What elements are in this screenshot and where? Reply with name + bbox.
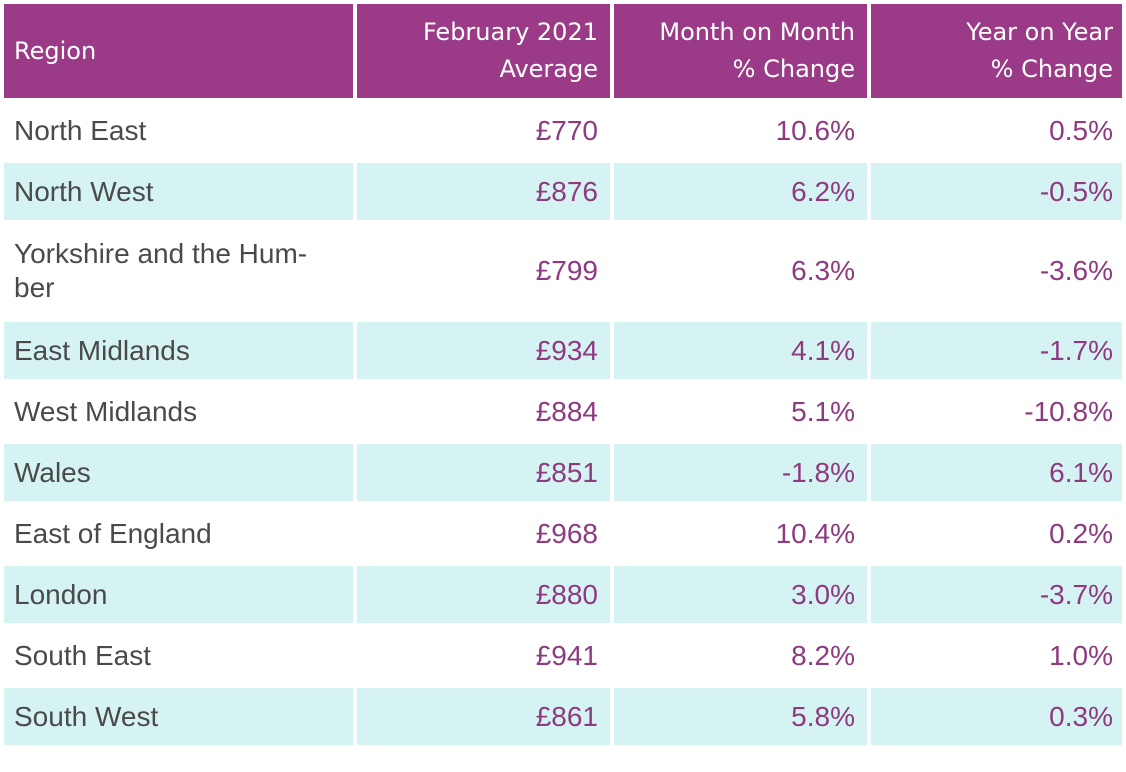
header-yoy-line1: Year on Year (966, 18, 1113, 46)
header-average: February 2021 Average (357, 4, 610, 98)
mom-cell: -1.8% (614, 444, 867, 501)
table-row: East Midlands £934 4.1% -1.7% (4, 322, 1122, 379)
mom-cell: 5.8% (614, 688, 867, 745)
header-mom: Month on Month % Change (614, 4, 867, 98)
average-cell: £876 (357, 163, 610, 220)
table-header: Region February 2021 Average Month on Mo… (4, 4, 1122, 98)
mom-cell: 6.3% (791, 255, 855, 286)
yoy-cell: -1.7% (871, 322, 1122, 379)
yoy-cell: 1.0% (1049, 639, 1113, 671)
table-row: North West £876 6.2% -0.5% (4, 163, 1122, 220)
average-cell: £770 (535, 114, 598, 146)
rent-table: Region February 2021 Average Month on Mo… (4, 4, 1122, 749)
table-row: East of England £968 10.4% 0.2% (4, 505, 1122, 562)
average-cell: £861 (357, 688, 610, 745)
region-cell: West Midlands (14, 395, 198, 427)
average-cell: £941 (535, 639, 598, 671)
yoy-cell: 6.1% (871, 444, 1122, 501)
header-region-label: Region (14, 36, 97, 65)
region-cell: North East (14, 114, 147, 146)
mom-cell: 6.2% (614, 163, 867, 220)
yoy-cell: -10.8% (1024, 395, 1113, 427)
region-cell: South West (4, 688, 353, 745)
yoy-cell: -0.5% (871, 163, 1122, 220)
region-cell-line1: Yorkshire and the Hum- (14, 238, 308, 269)
region-cell: East Midlands (4, 322, 353, 379)
region-cell: Yorkshire and the Hum- ber (4, 224, 353, 318)
average-cell: £968 (535, 517, 598, 549)
table-row: London £880 3.0% -3.7% (4, 566, 1122, 623)
region-cell-line2: ber (14, 272, 55, 303)
header-mom-line2: % Change (732, 55, 855, 83)
region-cell: Wales (4, 444, 353, 501)
yoy-cell: 0.3% (871, 688, 1122, 745)
yoy-cell: 0.5% (1049, 114, 1113, 146)
header-mom-line1: Month on Month (659, 18, 855, 46)
average-cell: £851 (357, 444, 610, 501)
region-cell: North West (4, 163, 353, 220)
table-row: North East £770 10.6% 0.5% (4, 102, 1122, 159)
header-average-line2: Average (499, 55, 598, 83)
average-cell: £934 (357, 322, 610, 379)
table-row: Yorkshire and the Hum- ber £799 6.3% -3.… (4, 224, 1122, 318)
mom-cell: 10.4% (775, 517, 855, 549)
table-row: South East £941 8.2% 1.0% (4, 627, 1122, 684)
average-cell: £880 (357, 566, 610, 623)
mom-cell: 3.0% (614, 566, 867, 623)
table-row: Wales £851 -1.8% 6.1% (4, 444, 1122, 501)
region-cell: South East (14, 639, 151, 671)
region-cell: London (4, 566, 353, 623)
header-yoy: Year on Year % Change (871, 4, 1122, 98)
region-cell: East of England (14, 517, 212, 549)
yoy-cell: 0.2% (1049, 517, 1113, 549)
mom-cell: 5.1% (791, 395, 855, 427)
mom-cell: 10.6% (775, 114, 855, 146)
average-cell: £799 (535, 255, 598, 286)
yoy-cell: -3.6% (1039, 255, 1113, 286)
yoy-cell: -3.7% (871, 566, 1122, 623)
average-cell: £884 (535, 395, 598, 427)
mom-cell: 4.1% (614, 322, 867, 379)
table-row: South West £861 5.8% 0.3% (4, 688, 1122, 745)
mom-cell: 8.2% (791, 639, 855, 671)
header-region: Region (4, 4, 353, 98)
header-average-line1: February 2021 (422, 18, 598, 46)
header-yoy-line2: % Change (990, 55, 1113, 83)
table-row: West Midlands £884 5.1% -10.8% (4, 383, 1122, 440)
